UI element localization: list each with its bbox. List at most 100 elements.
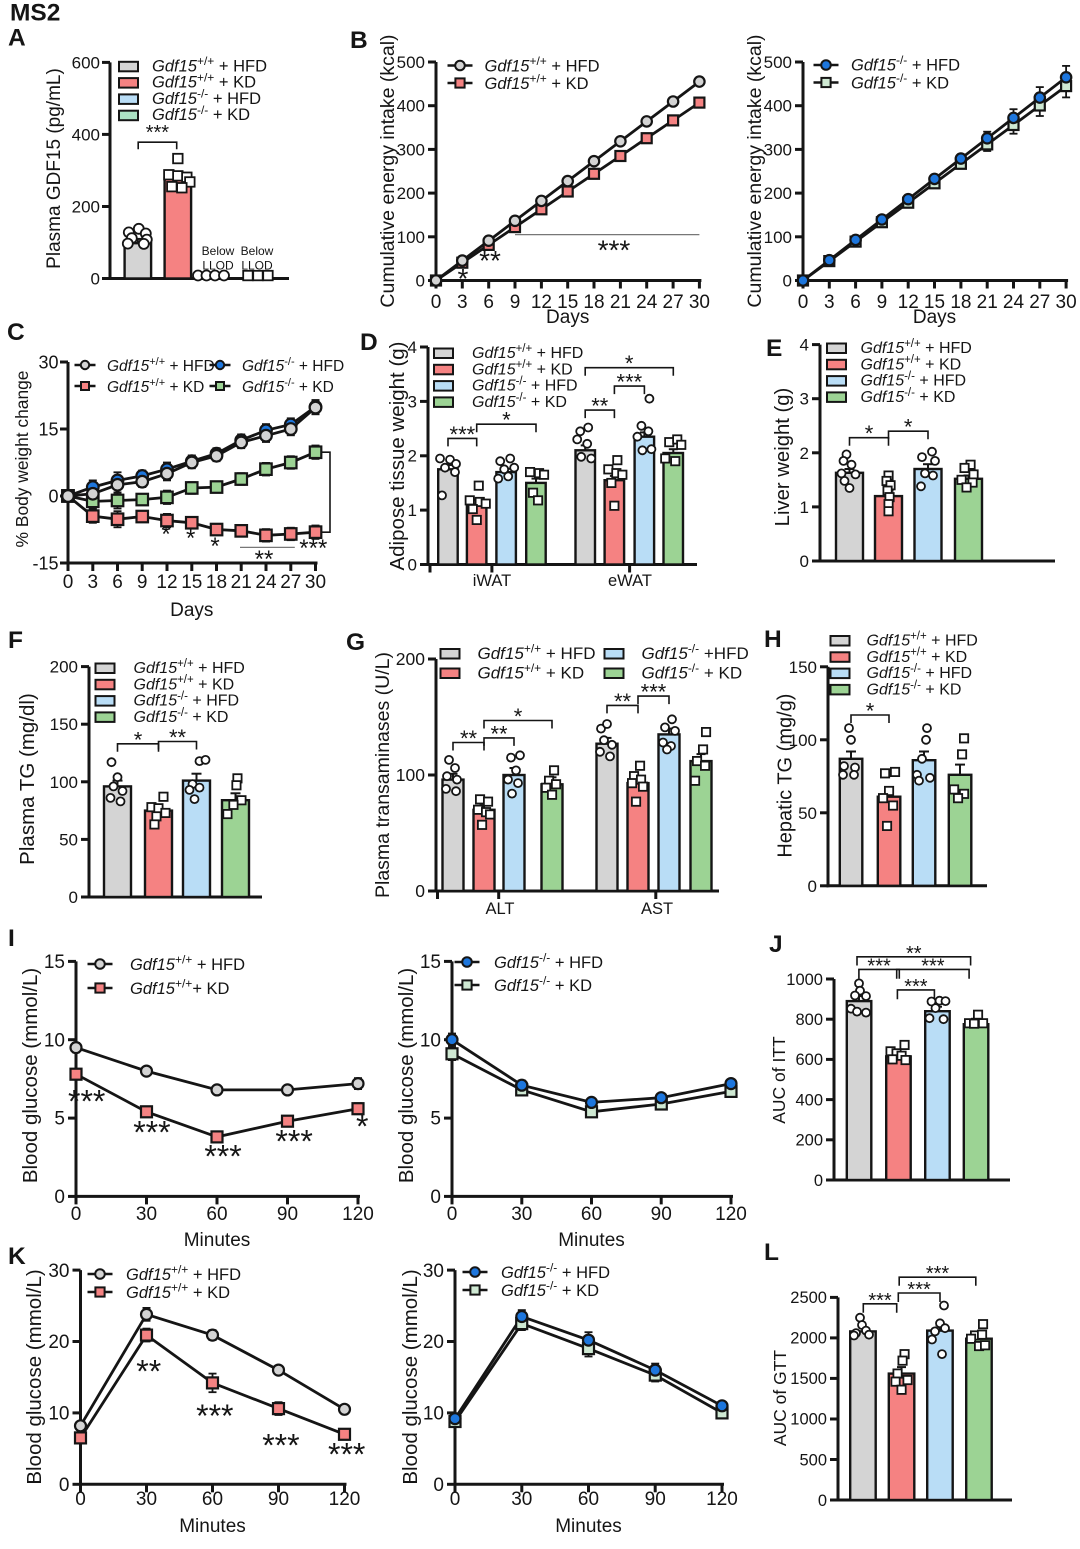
svg-text:1: 1 <box>800 498 809 517</box>
svg-text:60: 60 <box>202 1489 223 1510</box>
svg-text:20: 20 <box>423 1332 444 1353</box>
svg-text:0: 0 <box>808 877 817 896</box>
svg-text:Gdf15+/+ + KD: Gdf15+/+ + KD <box>861 354 962 373</box>
svg-text:Gdf15-/- + KD: Gdf15-/- + KD <box>494 974 592 995</box>
svg-text:0: 0 <box>91 269 100 288</box>
svg-text:90: 90 <box>645 1489 666 1510</box>
svg-text:***: *** <box>450 422 476 447</box>
svg-text:*: * <box>186 525 195 552</box>
svg-text:500: 500 <box>799 1451 827 1469</box>
svg-text:30: 30 <box>48 1261 69 1282</box>
svg-text:0: 0 <box>416 271 425 290</box>
svg-text:1000: 1000 <box>786 971 823 989</box>
svg-text:***: *** <box>926 1263 950 1285</box>
svg-text:200: 200 <box>397 184 425 203</box>
svg-text:Gdf15+/+ + HFD: Gdf15+/+ + HFD <box>867 630 978 649</box>
svg-text:L: L <box>764 1239 779 1266</box>
svg-text:0: 0 <box>798 292 809 313</box>
svg-text:500: 500 <box>764 53 792 72</box>
svg-text:200: 200 <box>795 1132 823 1150</box>
svg-text:1000: 1000 <box>790 1411 827 1429</box>
svg-text:4: 4 <box>800 336 809 355</box>
svg-text:Gdf15-/- + KD: Gdf15-/- + KD <box>642 661 743 683</box>
svg-text:Cumulative energy intake (kcal: Cumulative energy intake (kcal) <box>377 34 399 307</box>
svg-text:Gdf15+/+ + HFD: Gdf15+/+ + HFD <box>152 54 267 75</box>
svg-text:24: 24 <box>636 292 658 313</box>
svg-text:10: 10 <box>420 1030 441 1051</box>
svg-text:AST: AST <box>641 900 673 918</box>
svg-text:12: 12 <box>898 292 919 313</box>
svg-text:LLOD: LLOD <box>202 259 234 273</box>
svg-text:50: 50 <box>59 830 78 849</box>
svg-text:18: 18 <box>950 292 971 313</box>
svg-text:Below: Below <box>241 244 274 258</box>
svg-text:Gdf15+/+ + KD: Gdf15+/+ + KD <box>134 674 235 693</box>
svg-text:Gdf15+/+ + HFD: Gdf15+/+ + HFD <box>861 338 972 357</box>
svg-text:0: 0 <box>59 1475 70 1496</box>
svg-text:Gdf15-/- + KD: Gdf15-/- + KD <box>867 679 962 698</box>
svg-text:Days: Days <box>546 307 589 328</box>
svg-text:2: 2 <box>800 444 809 463</box>
svg-text:400: 400 <box>397 97 425 116</box>
svg-text:0: 0 <box>783 271 792 290</box>
svg-text:AUC of ITT: AUC of ITT <box>769 1036 789 1124</box>
svg-text:15: 15 <box>557 292 578 313</box>
svg-text:**: ** <box>460 726 478 751</box>
svg-text:27: 27 <box>1029 292 1050 313</box>
svg-text:MS2: MS2 <box>10 0 60 27</box>
svg-text:***: *** <box>68 1084 105 1120</box>
svg-text:21: 21 <box>610 292 631 313</box>
svg-text:Gdf15+/+ + KD: Gdf15+/+ + KD <box>152 70 256 91</box>
svg-text:24: 24 <box>1003 292 1025 313</box>
svg-text:0: 0 <box>71 1204 82 1225</box>
svg-text:D: D <box>360 329 378 356</box>
svg-text:3: 3 <box>824 292 835 313</box>
svg-text:***: *** <box>196 1398 233 1434</box>
svg-text:Gdf15-/- + HFD: Gdf15-/- + HFD <box>501 1261 610 1282</box>
svg-text:200: 200 <box>50 658 78 677</box>
svg-text:21: 21 <box>231 572 252 593</box>
svg-text:***: *** <box>328 1437 365 1473</box>
svg-text:100: 100 <box>789 731 817 750</box>
svg-text:15: 15 <box>181 572 202 593</box>
svg-text:0: 0 <box>54 1187 65 1208</box>
svg-text:0: 0 <box>433 1475 444 1496</box>
svg-text:ALT: ALT <box>485 900 514 918</box>
svg-text:Gdf15-/- + KD: Gdf15-/- + KD <box>152 103 250 124</box>
svg-text:10: 10 <box>423 1404 444 1425</box>
svg-text:100: 100 <box>396 765 425 785</box>
svg-text:Gdf15-/- + HFD: Gdf15-/- + HFD <box>152 87 261 108</box>
svg-text:90: 90 <box>268 1489 289 1510</box>
svg-text:18: 18 <box>206 572 227 593</box>
svg-text:***: *** <box>904 976 928 998</box>
svg-text:Gdf15+/+ + KD: Gdf15+/+ + KD <box>485 72 589 93</box>
svg-text:3: 3 <box>457 292 468 313</box>
svg-text:60: 60 <box>206 1204 227 1225</box>
svg-text:B: B <box>350 27 368 54</box>
svg-text:G: G <box>346 629 365 656</box>
svg-text:Blood glucose (mmol/L): Blood glucose (mmol/L) <box>19 968 42 1183</box>
svg-text:Blood glucose (mmol/L): Blood glucose (mmol/L) <box>23 1269 46 1484</box>
svg-text:15: 15 <box>420 952 441 973</box>
svg-text:Gdf15-/- + HFD: Gdf15-/- + HFD <box>861 371 967 390</box>
svg-text:eWAT: eWAT <box>608 572 652 590</box>
svg-text:2500: 2500 <box>790 1289 827 1307</box>
svg-text:% Body weight change: % Body weight change <box>12 371 32 548</box>
svg-text:***: *** <box>204 1138 241 1174</box>
svg-text:**: ** <box>479 245 501 276</box>
svg-text:Gdf15+/+ + HFD: Gdf15+/+ + HFD <box>472 343 583 362</box>
svg-text:*: * <box>866 699 875 724</box>
svg-text:0: 0 <box>450 1489 461 1510</box>
svg-text:***: *** <box>146 122 170 144</box>
svg-text:*: * <box>625 351 634 376</box>
svg-text:LLOD: LLOD <box>241 259 273 273</box>
svg-text:0: 0 <box>814 1172 823 1190</box>
svg-text:Liver weight (g): Liver weight (g) <box>772 388 794 527</box>
svg-text:Gdf15+/+ + HFD: Gdf15+/+ + HFD <box>130 953 245 974</box>
svg-text:500: 500 <box>397 53 425 72</box>
svg-text:400: 400 <box>795 1091 823 1109</box>
svg-text:Gdf15+/+ + HFD: Gdf15+/+ + HFD <box>126 1263 241 1284</box>
svg-text:*: * <box>210 533 219 560</box>
svg-text:Blood glucose (mmol/L): Blood glucose (mmol/L) <box>399 1269 422 1484</box>
svg-text:0: 0 <box>431 292 442 313</box>
